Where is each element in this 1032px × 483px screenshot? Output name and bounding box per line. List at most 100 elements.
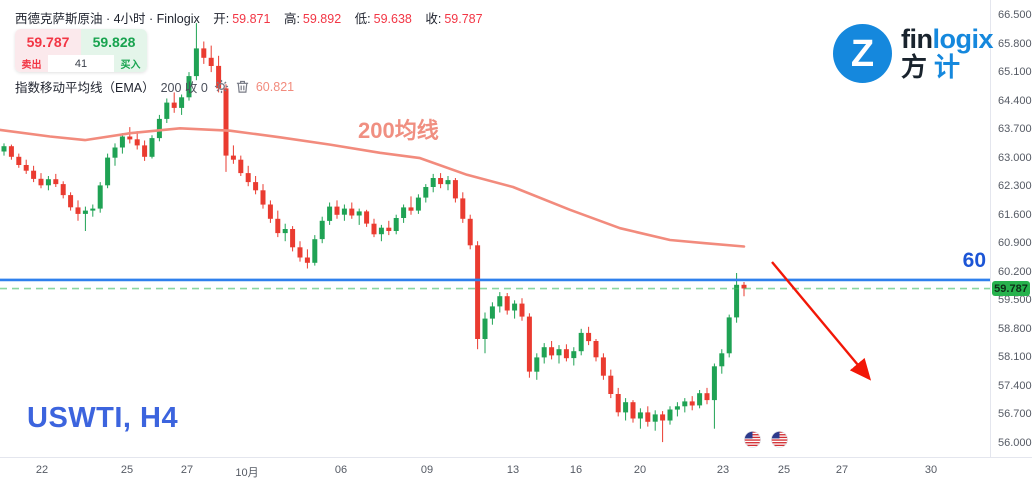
candle — [60, 181, 66, 199]
candle — [53, 173, 59, 187]
candle — [704, 387, 710, 405]
candle — [623, 398, 629, 421]
candle — [45, 176, 51, 191]
candle — [430, 173, 436, 193]
candle — [282, 223, 288, 242]
quote-panel: 59.787 59.828 卖出 41 买入 — [15, 29, 147, 72]
price-axis-label: 56.000 — [998, 437, 1032, 449]
candle — [408, 196, 414, 215]
candle — [423, 184, 429, 203]
settings-icon[interactable] — [214, 79, 229, 94]
candle — [711, 363, 717, 429]
time-axis-label: 23 — [716, 464, 730, 476]
finlogix-wordmark: finlogix 方计 — [901, 24, 994, 81]
candle — [275, 210, 281, 238]
us-flag-icon — [744, 431, 761, 448]
price-axis-label: 63.000 — [998, 152, 1032, 164]
price-axis-label: 64.400 — [998, 95, 1032, 107]
candle — [334, 200, 340, 219]
candle — [68, 192, 74, 211]
instrument-title[interactable]: 西德克萨斯原油 · 4小时 · Finlogix — [15, 12, 200, 26]
candle — [193, 23, 199, 81]
candle — [75, 200, 81, 221]
candle — [674, 402, 680, 417]
candle — [223, 84, 229, 172]
candle — [179, 94, 185, 115]
price-axis-label: 58.800 — [998, 323, 1032, 335]
candle — [652, 410, 658, 431]
candle — [615, 387, 621, 417]
time-axis-label: 27 — [180, 464, 194, 476]
time-axis-label: 13 — [506, 464, 520, 476]
brand-text-dark: fin — [901, 24, 933, 55]
sell-button[interactable]: 卖出 — [15, 55, 48, 72]
candle — [171, 92, 177, 113]
candle — [578, 328, 584, 356]
high-value: 59.892 — [302, 12, 342, 26]
candle — [31, 165, 37, 183]
candle — [208, 45, 214, 73]
price-axis-label: 63.700 — [998, 123, 1032, 135]
ema-200-line — [0, 127, 746, 248]
close-label: 收: — [425, 12, 442, 26]
candlestick-chart[interactable] — [0, 0, 990, 457]
candle — [349, 202, 355, 219]
time-axis-label: 09 — [420, 464, 434, 476]
candle — [97, 182, 103, 213]
candle — [697, 390, 703, 409]
delete-icon[interactable] — [235, 79, 250, 94]
candle — [260, 184, 266, 209]
buy-price[interactable]: 59.828 — [81, 29, 147, 55]
indicator-value: 60.821 — [255, 79, 295, 94]
candle — [356, 208, 362, 225]
price-axis-label: 60.900 — [998, 237, 1032, 249]
candle — [593, 339, 599, 362]
buy-button[interactable]: 买入 — [114, 55, 147, 72]
candle — [267, 200, 273, 223]
candle — [534, 353, 540, 380]
price-axis-label: 61.600 — [998, 209, 1032, 221]
candle — [645, 406, 651, 427]
symbol-annotation: USWTI, H4 — [27, 402, 179, 434]
candle — [319, 216, 325, 244]
time-axis[interactable]: 22 25 27 10月 06 09 13 16 20 23 25 27 30 — [0, 457, 1032, 483]
candle — [134, 131, 140, 150]
candle — [467, 214, 473, 250]
us-flags — [744, 431, 788, 448]
candle — [1, 143, 7, 156]
candle — [156, 114, 162, 142]
candle — [245, 165, 251, 187]
candle — [127, 127, 133, 144]
indicator-name[interactable]: 指数移动平均线（EMA） — [15, 81, 155, 95]
candle — [726, 314, 732, 358]
candle — [586, 326, 592, 346]
us-flag-icon — [771, 431, 788, 448]
candle — [452, 178, 458, 203]
candle — [341, 204, 347, 221]
candle — [497, 292, 503, 313]
candle — [519, 298, 525, 321]
time-axis-label: 30 — [924, 464, 938, 476]
candle — [549, 341, 555, 360]
candle — [312, 235, 318, 266]
candle — [371, 218, 377, 238]
sell-price[interactable]: 59.787 — [15, 29, 81, 55]
brand-text-blue: logix — [932, 24, 994, 55]
candle — [8, 144, 14, 160]
candle — [82, 206, 88, 231]
candle — [460, 192, 466, 223]
low-value: 59.638 — [373, 12, 412, 26]
candle — [401, 204, 407, 223]
spread-value: 41 — [48, 55, 114, 72]
candle — [230, 145, 236, 164]
price-axis-label: 65.100 — [998, 66, 1032, 78]
candle — [637, 408, 643, 429]
current-price-tag: 59.787 — [992, 281, 1030, 296]
price-axis-label: 62.300 — [998, 180, 1032, 192]
candle — [445, 176, 451, 191]
candle — [238, 155, 244, 176]
price-axis-label: 60.200 — [998, 266, 1032, 278]
price-axis[interactable]: 66.500 65.800 65.100 64.400 63.700 63.000 62.3… — [990, 0, 1032, 457]
price-axis-label: 66.500 — [998, 9, 1032, 21]
